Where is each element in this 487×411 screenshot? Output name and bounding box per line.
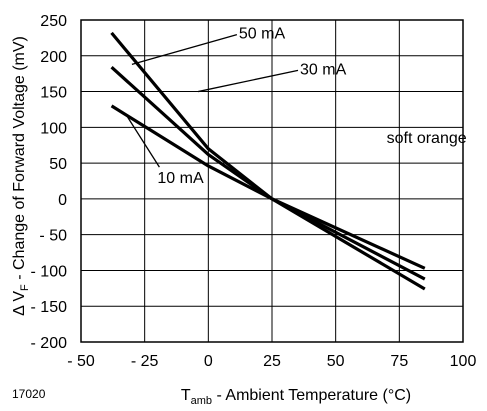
y-axis-title: Δ VF - Change of Forward Voltage (mV) — [11, 36, 31, 316]
y-tick-label: 50 — [49, 156, 67, 173]
y-tick-label: 100 — [40, 120, 67, 137]
annotation-leader — [198, 69, 299, 93]
annotation-label: 50 mA — [239, 26, 286, 43]
x-tick-label: 50 — [327, 353, 345, 370]
annotation-leaders — [126, 33, 299, 168]
y-tick-label: 250 — [40, 13, 67, 30]
x-tick-label: 25 — [263, 353, 281, 370]
annotations: 50 mA 30 mA 10 mA soft orange — [157, 26, 466, 188]
x-tick-label: 0 — [204, 353, 213, 370]
y-tick-label: - 50 — [39, 228, 67, 245]
annotation-label: 10 mA — [157, 170, 204, 187]
annotation-label: 30 mA — [300, 61, 347, 78]
annotation-leader — [131, 33, 238, 65]
x-tick-label: - 50 — [67, 353, 95, 370]
plot-frame — [80, 19, 464, 343]
y-tick-label: 200 — [40, 49, 67, 66]
series-line-10-ma — [110, 104, 426, 270]
series-lines — [110, 31, 426, 291]
series-line-30-ma — [110, 66, 426, 281]
y-tick-label: 150 — [40, 85, 67, 102]
y-tick-label: - 200 — [31, 335, 68, 352]
y-tick-label: - 150 — [31, 299, 68, 316]
series-line-50-ma — [110, 31, 426, 291]
x-tick-label: 75 — [390, 353, 408, 370]
y-tick-label: - 100 — [31, 263, 68, 280]
annotation-label: soft orange — [387, 130, 467, 147]
x-tick-labels: - 50 - 25 0 25 50 75 100 — [67, 353, 476, 370]
x-axis-title: Tamb - Ambient Temperature (°C) — [181, 387, 411, 407]
annotation-leader — [126, 115, 160, 168]
x-tick-label: - 25 — [131, 353, 159, 370]
y-tick-label: 0 — [58, 192, 67, 209]
x-tick-label: 100 — [450, 353, 477, 370]
y-tick-labels: 250 200 150 100 50 0 - 50 - 100 - 150 - 200 — [31, 13, 68, 352]
grid — [80, 19, 464, 343]
figure-id: 17020 — [12, 387, 46, 401]
